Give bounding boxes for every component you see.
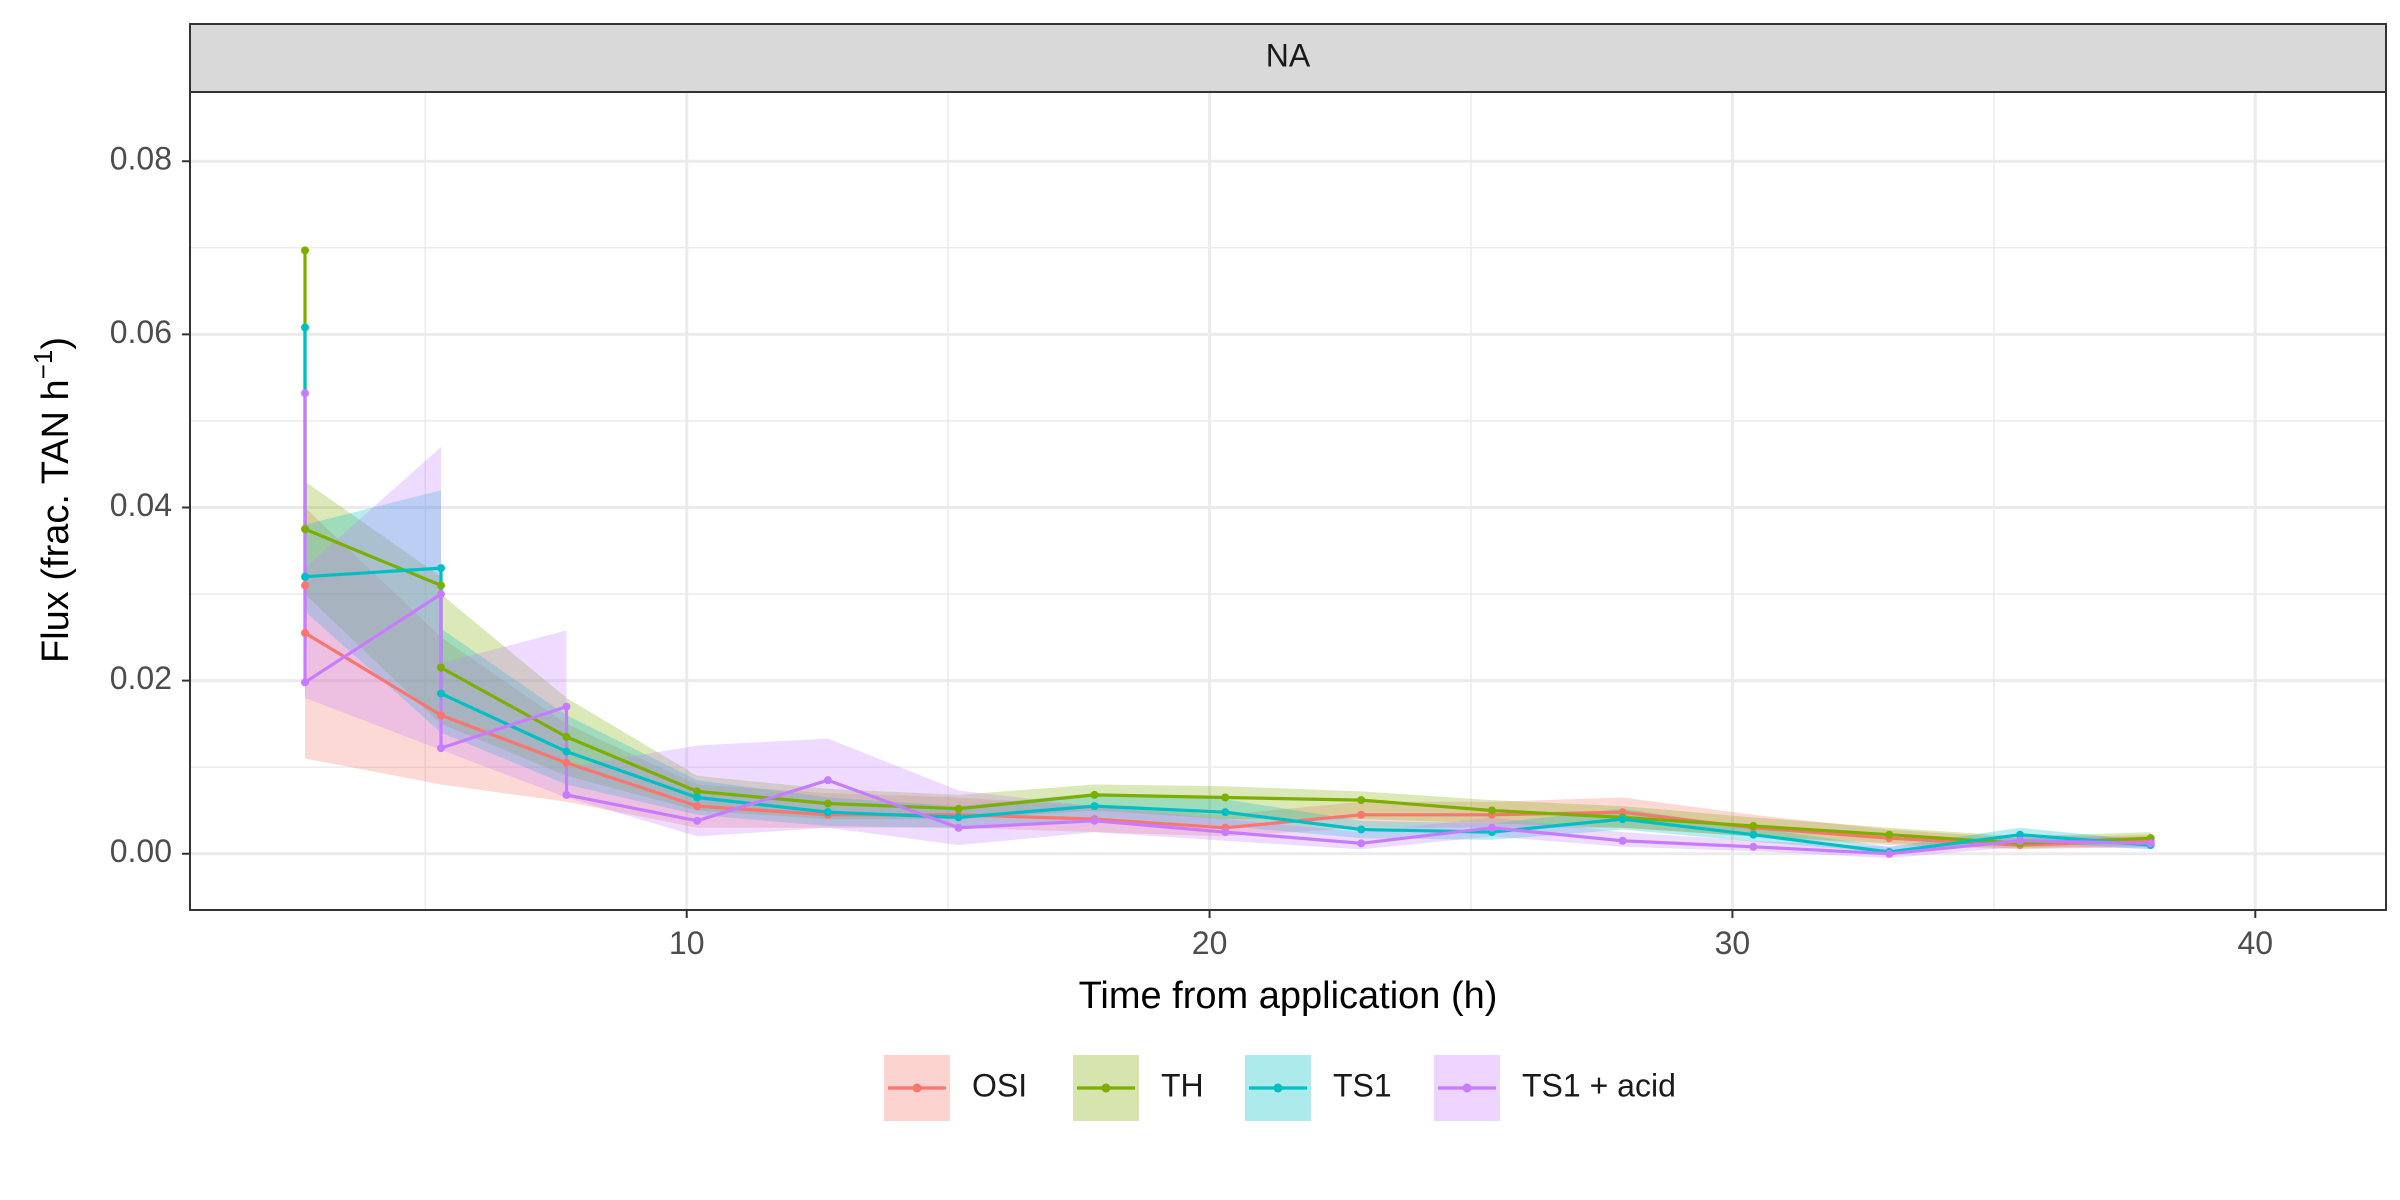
point-ts1 [436,564,445,573]
point-ts1-acid [301,678,310,687]
y-axis-label: Flux (frac. TAN h−1) [28,337,77,663]
y-axis-label-end: ) [35,337,77,350]
legend-item-th: TH [1073,1055,1204,1121]
y-axis-label-sup: −1 [28,350,58,380]
legend: OSI TH TS1 TS1 + acid [884,1055,1676,1121]
legend-item-ts1-acid: TS1 + acid [1434,1055,1676,1121]
point-ts1 [1090,802,1099,811]
legend-dot-osi [912,1083,922,1093]
y-axis-label-main: Flux (frac. TAN h [35,379,77,663]
point-ts1-acid [693,816,702,825]
y-tick-label: 0.04 [110,487,172,523]
legend-label-ts1: TS1 [1333,1067,1392,1103]
point-ts1-acid [823,776,832,785]
point-th [436,663,445,672]
x-tick-label: 10 [669,925,705,961]
point-ts1 [301,572,310,581]
point-ts1-acid [1885,849,1894,858]
point-th [1885,830,1894,839]
point-osi [562,758,571,767]
point-th [1221,793,1230,802]
legend-item-ts1: TS1 [1245,1055,1392,1121]
point-ts1-acid [1090,816,1099,825]
point-osi [301,629,310,638]
y-tick-label: 0.06 [110,314,172,350]
point-osi [693,802,702,811]
line-osi [303,585,2151,847]
point-ts1-acid [2146,839,2155,848]
point-ts1 [823,808,832,817]
point-th [301,246,310,255]
legend-dot-ts1 [1273,1083,1283,1093]
grid-lines [190,92,2386,910]
point-osi [1357,810,1366,819]
point-ts1-acid [1357,839,1366,848]
point-ts1 [562,747,571,756]
point-th [954,804,963,813]
x-tick-label: 40 [2237,925,2273,961]
confidence-ribbons [305,446,2151,859]
point-osi [436,711,445,720]
point-ts1 [436,689,445,698]
point-ts1-acid [1749,842,1758,851]
point-osi [301,581,310,590]
x-tick-label: 30 [1715,925,1751,961]
point-ts1 [1618,815,1627,824]
point-ts1-acid [562,702,571,711]
point-ts1 [954,813,963,822]
y-axis-ticks: 0.00 0.02 0.04 0.06 0.08 [110,141,190,869]
legend-label-th: TH [1161,1067,1204,1103]
legend-dot-ts1-acid [1462,1083,1472,1093]
point-th [693,787,702,796]
point-ts1-acid [1221,828,1230,837]
point-ts1 [301,323,310,332]
plot-border [189,91,2387,911]
point-ts1-acid [1618,836,1627,845]
point-ts1 [2016,830,2024,839]
point-th [1357,796,1366,805]
point-ts1-acid [436,590,445,599]
point-ts1-acid [562,790,571,799]
series-points [301,246,2155,858]
point-ts1-acid [954,823,963,832]
legend-label-osi: OSI [972,1067,1027,1103]
y-tick-label: 0.00 [110,833,172,869]
point-th [1749,822,1758,831]
point-th [562,732,571,741]
point-th [823,799,832,808]
point-ts1 [1357,825,1366,834]
point-th [436,581,445,590]
point-ts1-acid [436,744,445,753]
point-th [1487,806,1496,815]
x-tick-label: 20 [1192,925,1228,961]
plot-panel [190,92,2386,910]
point-ts1-acid [1487,823,1496,832]
legend-label-ts1-acid: TS1 + acid [1522,1067,1676,1103]
point-th [1090,790,1099,799]
y-tick-label: 0.02 [110,660,172,696]
legend-item-osi: OSI [884,1055,1027,1121]
point-ts1 [1221,808,1230,817]
point-ts1 [693,793,702,802]
point-ts1 [1749,830,1758,839]
ribbon-ts1-acid [305,446,2151,859]
point-ts1-acid [2016,836,2024,845]
y-tick-label: 0.08 [110,141,172,177]
point-th [301,525,310,534]
x-axis-ticks: 10 20 30 40 [669,910,2273,961]
line-ts1-acid [303,393,2151,856]
point-ts1-acid [301,389,310,398]
x-axis-label: Time from application (h) [1079,975,1498,1017]
facet-strip [189,23,2387,93]
facet-label: NA [1266,37,1311,73]
legend-dot-th [1101,1083,1111,1093]
